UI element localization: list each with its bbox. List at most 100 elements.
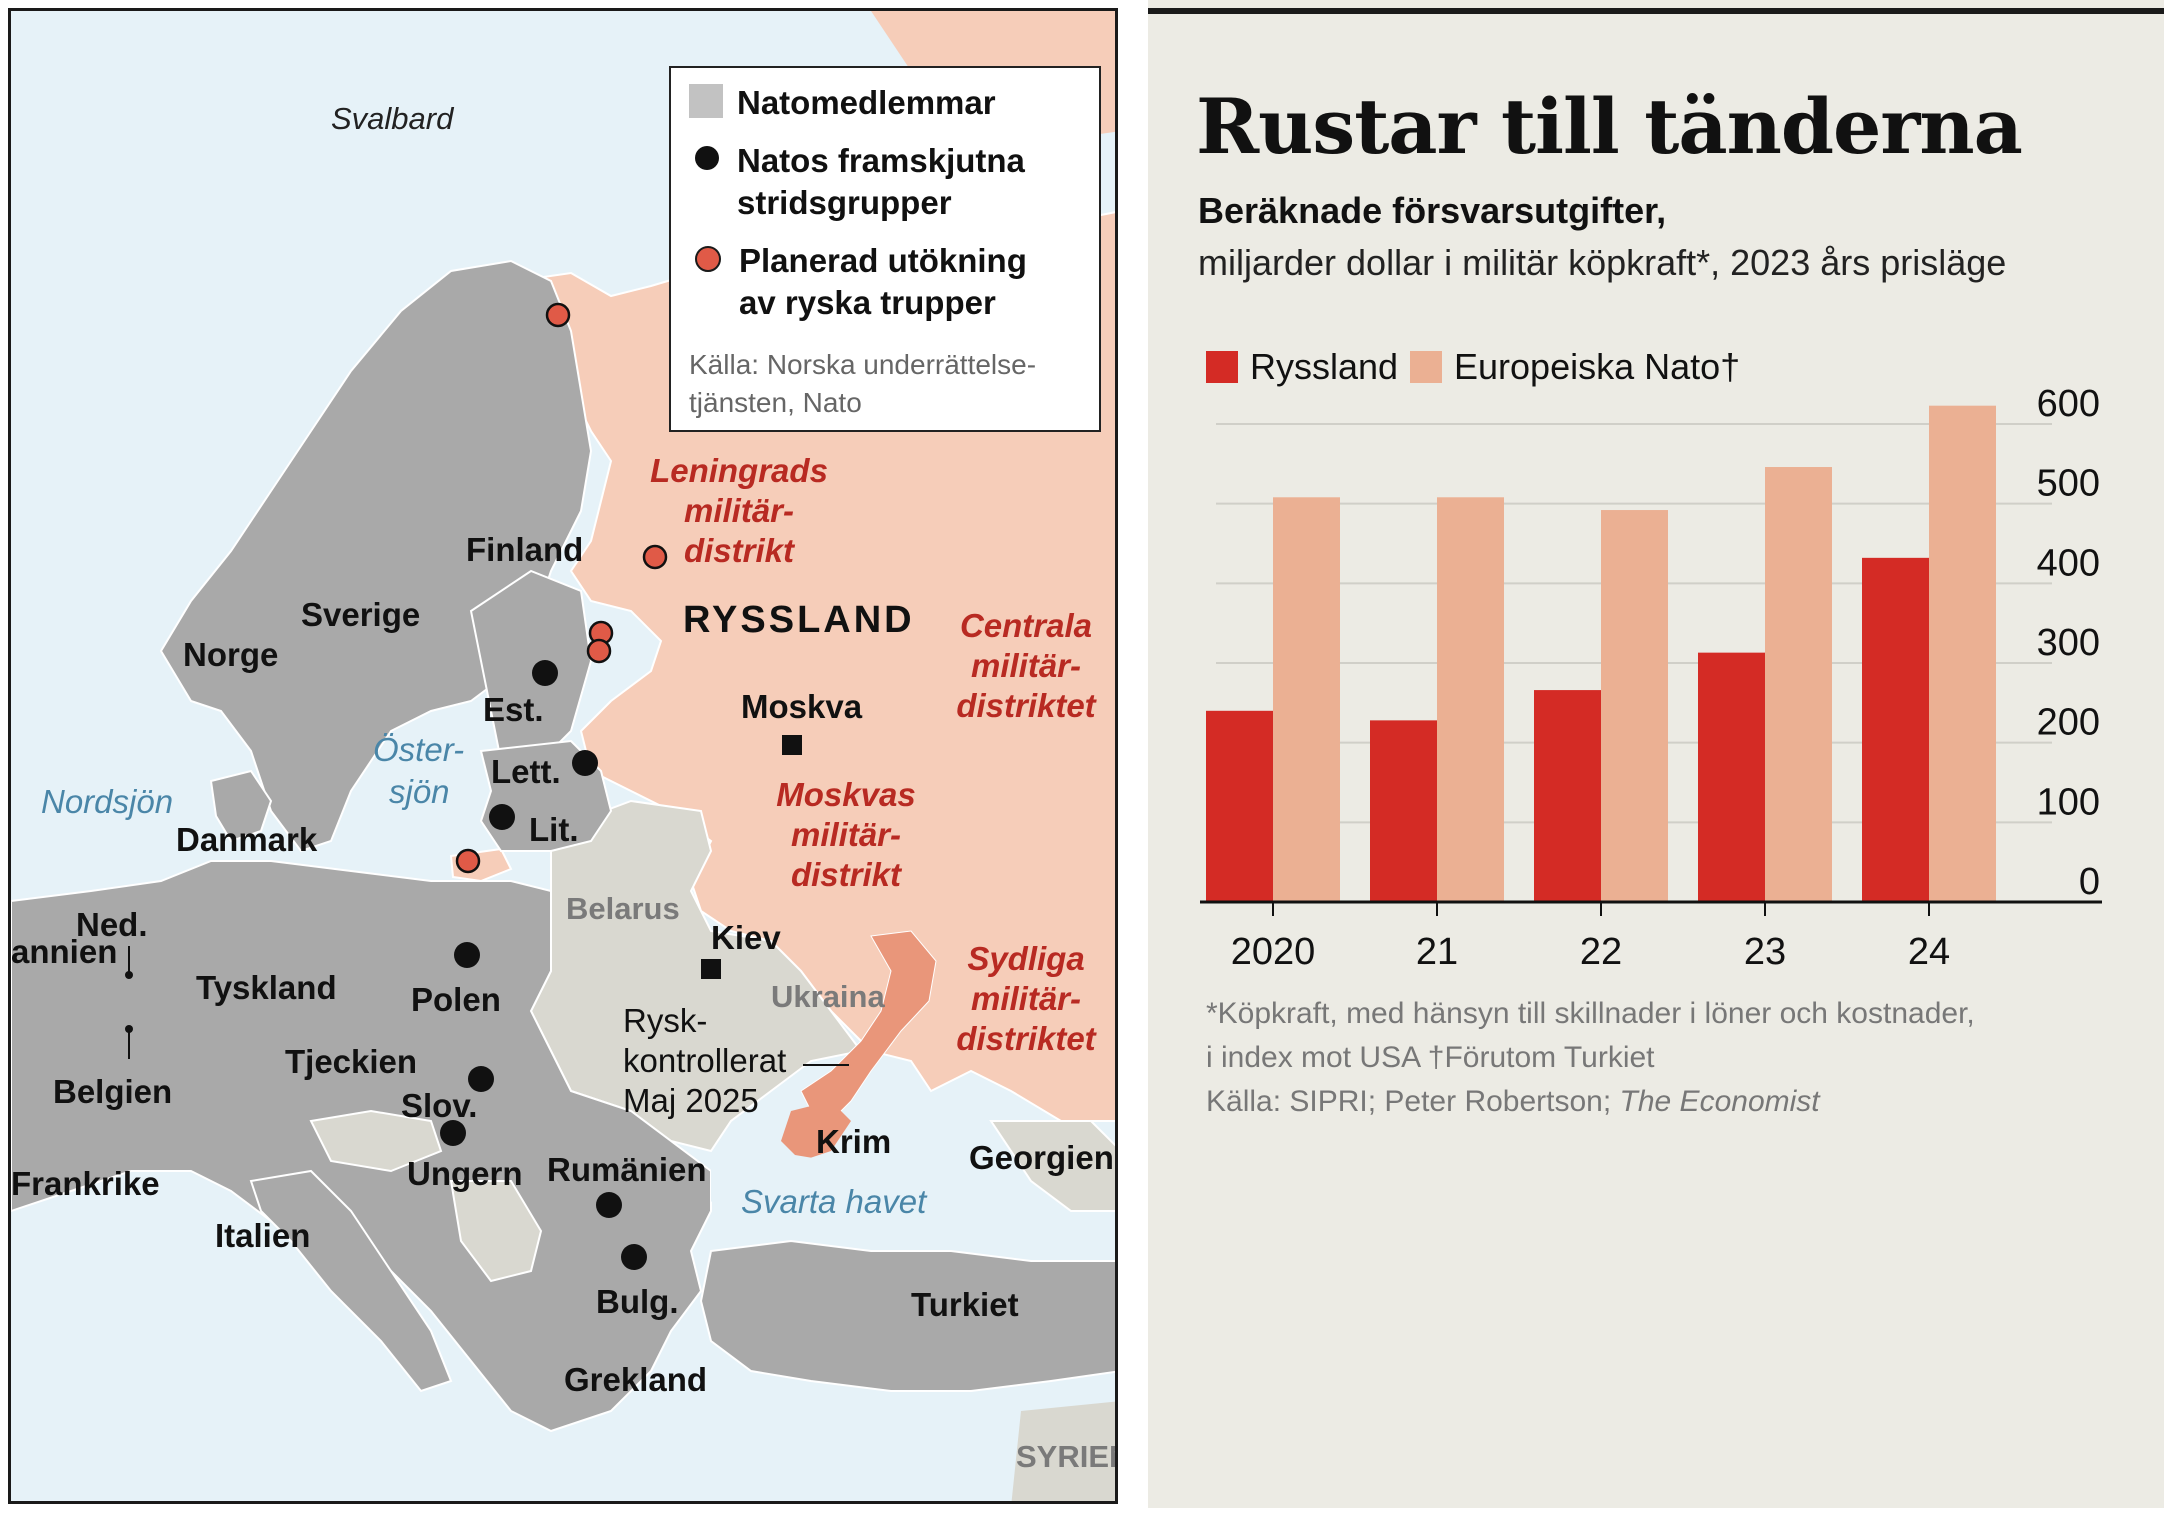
battlegroup-dot-hungary [440, 1120, 466, 1146]
legend-source: Källa: Norska underrättelse-tjänsten, Na… [689, 349, 1037, 418]
map-panel: Natomedlemmar Natos framskjutna stridsgr… [8, 8, 1118, 1504]
label-krim: Krim [816, 1123, 892, 1160]
chart-panel: Rustar till tänderna Beräknade försvarsu… [1148, 0, 2164, 1508]
chart-top-rule [1148, 8, 2164, 14]
turkey [699, 1239, 1115, 1392]
y-tick-label: 500 [2037, 463, 2100, 505]
label-ostersjon-2: sjön [389, 773, 450, 810]
y-tick-label: 100 [2037, 781, 2100, 823]
chart-subtitle: miljarder dollar i militär köpkraft*, 20… [1198, 242, 2007, 283]
label-belarus: Belarus [566, 891, 680, 926]
label-ned: Ned. [76, 906, 148, 943]
label-sydliga-district: Sydliga militär- distriktet [956, 940, 1096, 1057]
label-lett: Lett. [491, 753, 561, 790]
nato-swatch [689, 84, 723, 118]
capital-kiev-marker [701, 959, 721, 979]
battlegroup-dot-estonia [532, 660, 558, 686]
capital-moskva-marker [782, 735, 802, 755]
bar-nato-2020 [1273, 497, 1340, 902]
label-danmark: Danmark [176, 821, 318, 858]
battlegroup-dot-icon [695, 146, 719, 170]
label-centrala-district: Centrala militär- distriktet [956, 607, 1096, 724]
bar-nato-24 [1929, 405, 1996, 902]
label-sverige: Sverige [301, 596, 421, 633]
bar-nato-23 [1765, 467, 1832, 902]
battlegroup-dot-poland [454, 942, 480, 968]
x-tick-label: 21 [1416, 931, 1458, 973]
label-bulg: Bulg. [596, 1283, 679, 1320]
label-annien: annien [11, 933, 118, 970]
legend-ryssland-swatch [1206, 351, 1238, 383]
x-tick-label: 2020 [1231, 931, 1316, 973]
y-tick-label: 200 [2037, 702, 2100, 744]
y-tick-label: 600 [2037, 383, 2100, 425]
bar-ryssland-22 [1534, 690, 1601, 902]
europe-map [11, 11, 1115, 1501]
label-slov: Slov. [401, 1087, 478, 1124]
chart-source-italic: The Economist [1619, 1085, 1820, 1118]
denmark [209, 769, 273, 843]
label-turkiet: Turkiet [911, 1286, 1019, 1323]
label-svalbard: Svalbard [331, 101, 454, 136]
label-moskva-district: Moskvas militär- distrikt [776, 776, 916, 893]
label-ryssland: RYSSLAND [683, 599, 915, 641]
x-tick-label: 22 [1580, 931, 1622, 973]
label-finland: Finland [466, 531, 584, 568]
legend-ryssland: Ryssland [1206, 346, 1398, 388]
label-kiev: Kiev [711, 919, 781, 956]
expansion-dot-kola [545, 302, 571, 328]
legend-nato: Europeiska Nato† [1410, 346, 1740, 388]
expansion-dot-kaliningrad [455, 848, 481, 874]
legend-nato-label: Natomedlemmar [737, 84, 996, 121]
legend-nato-label: Europeiska Nato† [1454, 346, 1741, 387]
chart-subtitle-bold: Beräknade försvarsutgifter, [1198, 190, 1667, 231]
y-tick-label: 400 [2037, 542, 2100, 584]
chart-source: Källa: SIPRI; Peter Robertson; The Econo… [1206, 1080, 1820, 1124]
chart-footnote-1: *Köpkraft, med hänsyn till skillnader i … [1206, 997, 1975, 1030]
label-norge: Norge [183, 636, 279, 673]
label-grekland: Grekland [564, 1361, 708, 1398]
black-sea [711, 1151, 1061, 1246]
bar-nato-21 [1437, 497, 1504, 902]
legend-expansion-label: Planerad utökning av ryska trupper [739, 242, 1027, 321]
label-svarta-havet: Svarta havet [741, 1183, 927, 1220]
label-tyskland: Tyskland [196, 969, 337, 1006]
bar-ryssland-2020 [1206, 710, 1273, 902]
x-tick-label: 23 [1744, 931, 1786, 973]
legend-battlegroups-label: Natos framskjutna stridsgrupper [737, 142, 1025, 221]
battlegroup-dot-slovakia [468, 1066, 494, 1092]
label-tjeckien: Tjeckien [285, 1043, 418, 1080]
y-tick-label: 300 [2037, 622, 2100, 664]
chart-source-prefix: Källa: SIPRI; Peter Robertson; [1206, 1085, 1620, 1118]
legend-ryssland-label: Ryssland [1250, 346, 1399, 387]
scandinavia [159, 259, 593, 853]
battlegroup-dot-romania [596, 1192, 622, 1218]
bar-ryssland-21 [1370, 720, 1437, 902]
y-tick-label: 0 [2079, 861, 2100, 903]
legend-nato-swatch [1410, 351, 1442, 383]
label-leningrad-district: Leningrads militär- distrikt [650, 452, 828, 569]
label-italien: Italien [215, 1217, 311, 1254]
label-polen: Polen [411, 981, 501, 1018]
label-lit: Lit. [529, 811, 579, 848]
bar-ryssland-24 [1862, 557, 1929, 902]
map-legend: Natomedlemmar Natos framskjutna stridsgr… [669, 66, 1101, 432]
label-ungern: Ungern [407, 1155, 523, 1192]
expansion-dot-icon [695, 246, 721, 272]
expansion-dot-stpetersburg-2 [586, 638, 612, 664]
chart-footnote-2: i index mot USA †Förutom Turkiet [1206, 1041, 1655, 1074]
label-moskva: Moskva [741, 688, 863, 725]
battlegroup-dot-bulgaria [621, 1244, 647, 1270]
bar-chart: 0 100 200 300 400 500 600 2020 21 22 23 24 [1200, 383, 2102, 973]
expansion-dot-karelia [642, 544, 668, 570]
bar-ryssland-23 [1698, 652, 1765, 902]
label-frankrike: Frankrike [11, 1165, 160, 1202]
italy [249, 1169, 453, 1393]
battlegroup-dot-latvia [572, 750, 598, 776]
label-ostersjon-1: Öster- [373, 731, 465, 768]
x-tick-label: 24 [1908, 931, 1950, 973]
crimea [781, 1101, 851, 1161]
label-russian-controlled: Rysk- kontrollerat Maj 2025 [623, 1002, 787, 1119]
label-georgien: Georgien [969, 1139, 1114, 1176]
